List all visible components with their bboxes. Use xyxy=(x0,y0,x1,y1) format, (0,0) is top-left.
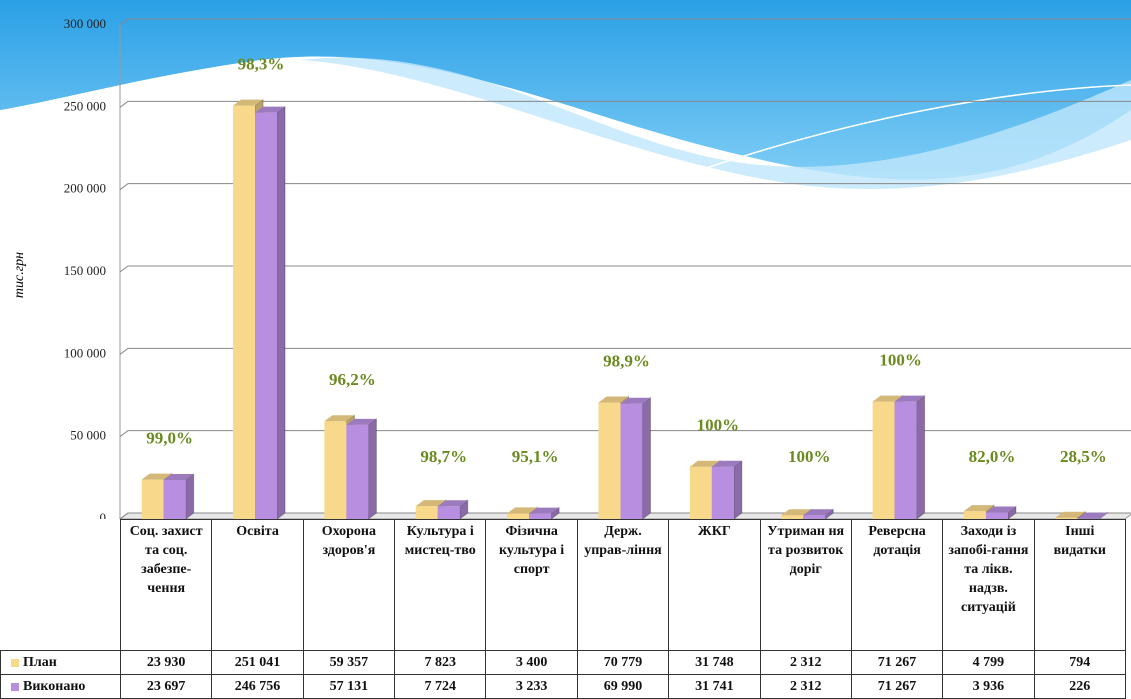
annotation: 100% xyxy=(788,447,831,466)
category-label: Охорона здоров'я xyxy=(303,520,394,651)
annotation: 28,5% xyxy=(1060,447,1107,466)
y-tick-label: 50 000 xyxy=(70,428,106,443)
legend-entry: План xyxy=(1,651,121,675)
bar-front xyxy=(712,467,734,519)
table-value: 31 748 xyxy=(669,651,760,675)
corner-cell xyxy=(1,520,121,651)
y-tick-label: 300 000 xyxy=(64,16,106,31)
table-value: 4 799 xyxy=(943,651,1034,675)
legend-swatch xyxy=(11,659,19,667)
legend-label: План xyxy=(23,655,57,670)
table-value: 251 041 xyxy=(212,651,303,675)
table-value: 3 400 xyxy=(486,651,577,675)
category-label: Держ. управ-ління xyxy=(577,520,668,651)
category-label: ЖКГ xyxy=(669,520,760,651)
y-tick-label: 0 xyxy=(100,510,107,519)
table-value: 70 779 xyxy=(577,651,668,675)
legend-label: Виконано xyxy=(23,679,85,694)
bar-front xyxy=(873,402,895,519)
category-label: Освіта xyxy=(212,520,303,651)
y-tick-label: 150 000 xyxy=(64,263,106,278)
category-label: Фізична культура і спорт xyxy=(486,520,577,651)
table-value: 3 233 xyxy=(486,675,577,699)
bar xyxy=(346,419,376,519)
bar-front xyxy=(416,506,438,519)
table-value: 7 823 xyxy=(395,651,486,675)
table-value: 246 756 xyxy=(212,675,303,699)
bar-front xyxy=(964,511,986,519)
y-axis-title: тис.грн xyxy=(12,252,27,298)
bar xyxy=(895,396,925,519)
bar-side xyxy=(917,396,925,519)
annotation: 98,3% xyxy=(238,55,285,74)
bar-side xyxy=(277,107,285,519)
bar-front xyxy=(895,402,917,519)
table-value: 7 724 xyxy=(395,675,486,699)
bar xyxy=(164,474,194,519)
annotation: 99,0% xyxy=(146,429,193,448)
legend-swatch xyxy=(11,683,19,691)
table-value: 2 312 xyxy=(760,651,851,675)
bar-front xyxy=(690,467,712,519)
table-value: 23 930 xyxy=(121,651,212,675)
annotation: 96,2% xyxy=(329,370,376,389)
bar-side xyxy=(643,398,651,519)
bar-front xyxy=(438,506,460,519)
annotation: 98,7% xyxy=(420,447,467,466)
bar-side xyxy=(368,419,376,519)
table-value: 71 267 xyxy=(851,651,942,675)
table-value: 59 357 xyxy=(303,651,394,675)
bar-front xyxy=(233,106,255,519)
chart: тис.грн 0 50 000 100 000 150 000 200 000 250 … xyxy=(0,0,1131,519)
category-label: Соц. захист та соц. забезпе-чення xyxy=(121,520,212,651)
table-value: 23 697 xyxy=(121,675,212,699)
y-tick-label: 250 000 xyxy=(64,98,106,113)
table-value: 69 990 xyxy=(577,675,668,699)
table-value: 794 xyxy=(1034,651,1125,675)
bar xyxy=(621,398,651,519)
table-value: 71 267 xyxy=(851,675,942,699)
annotation: 100% xyxy=(697,416,740,435)
table-value: 57 131 xyxy=(303,675,394,699)
bar-front xyxy=(324,421,346,519)
table-value: 31 741 xyxy=(669,675,760,699)
category-label: Інші видатки xyxy=(1034,520,1125,651)
bar-front xyxy=(164,480,186,519)
bar-side xyxy=(186,474,194,519)
bar-side xyxy=(734,461,742,519)
bar-front xyxy=(346,425,368,519)
annotation: 98,9% xyxy=(603,351,650,370)
legend-entry: Виконано xyxy=(1,675,121,699)
y-tick-label: 100 000 xyxy=(64,345,106,360)
bar-front xyxy=(599,402,621,519)
category-label: Заходи із запобі-гання та лікв. надзв. с… xyxy=(943,520,1034,651)
table-value: 226 xyxy=(1034,675,1125,699)
bar xyxy=(255,107,285,519)
bar xyxy=(438,500,468,519)
annotation: 100% xyxy=(879,351,922,370)
bar-front xyxy=(621,404,643,519)
category-label: Утриман ня та розвиток доріг xyxy=(760,520,851,651)
table-value: 3 936 xyxy=(943,675,1034,699)
bar-front xyxy=(142,480,164,519)
category-label: Культура і мистец-тво xyxy=(395,520,486,651)
bar xyxy=(712,461,742,519)
annotation: 95,1% xyxy=(512,447,559,466)
bar-front xyxy=(255,113,277,519)
y-tick-label: 200 000 xyxy=(64,181,106,196)
annotation: 82,0% xyxy=(969,447,1016,466)
table-value: 2 312 xyxy=(760,675,851,699)
category-label: Реверсна дотація xyxy=(851,520,942,651)
